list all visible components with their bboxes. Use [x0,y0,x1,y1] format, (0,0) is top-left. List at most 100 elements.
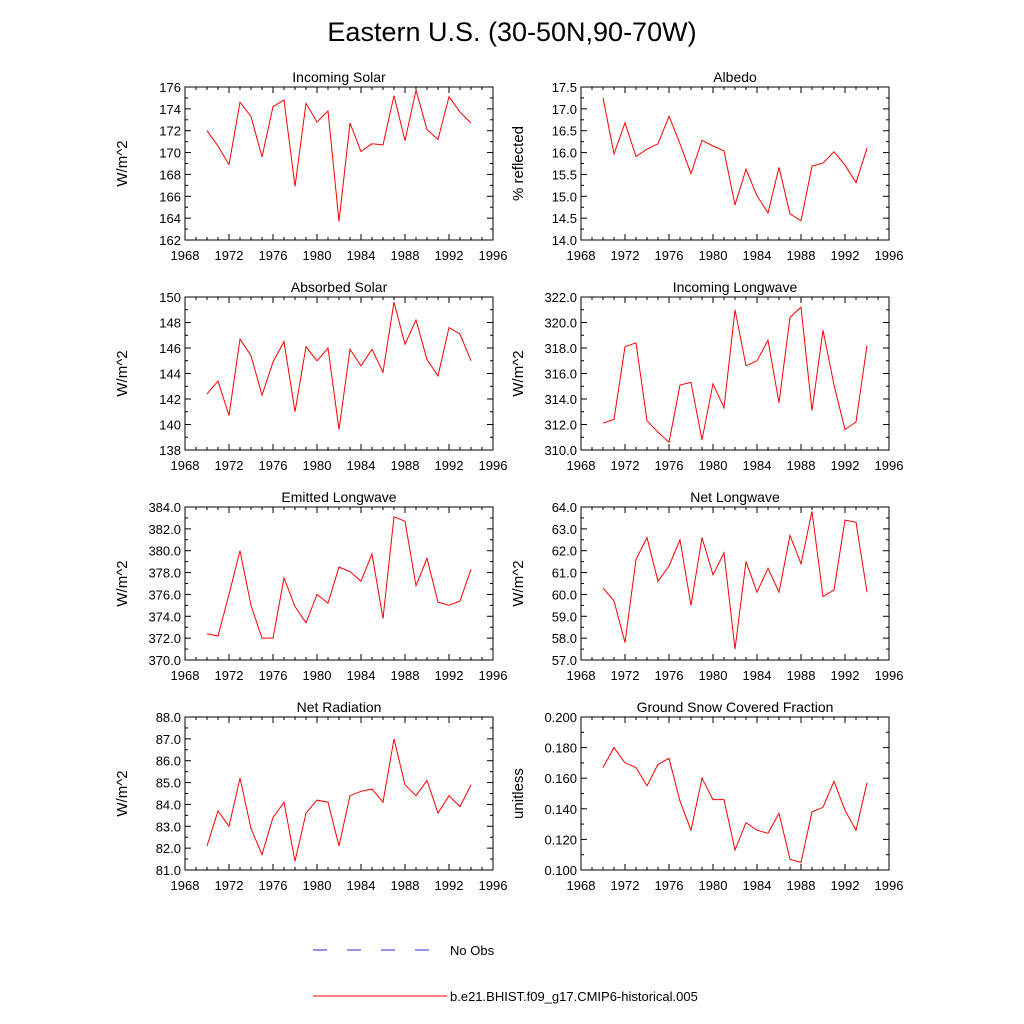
x-tick-label: 1976 [655,458,684,473]
panel-net-longwave: 1968 1972 1976 1980 1984 1988 1992 1996 57.0 58.0… [510,489,903,683]
x-tick-label: 1976 [259,458,288,473]
y-tick-label: 17.0 [552,102,577,117]
x-tick-label: 1976 [259,668,288,683]
x-tick-label: 1968 [171,248,200,263]
y-axis-label: W/m^2 [114,350,131,396]
x-tick-label: 1972 [611,458,640,473]
panel-title: Net Longwave [690,489,780,505]
x-tick-label: 1980 [303,878,332,893]
y-tick-label: 162 [159,233,181,248]
y-tick-label: 81.0 [156,863,181,878]
panel-title: Net Radiation [297,699,382,715]
y-tick-label: 87.0 [156,732,181,747]
series-line [206,516,472,639]
x-tick-label: 1996 [479,248,508,263]
y-tick-label: 64.0 [552,500,577,515]
y-tick-label: 316.0 [544,367,577,382]
x-tick-label: 1972 [215,878,244,893]
y-tick-label: 312.0 [544,418,577,433]
y-tick-label: 86.0 [156,754,181,769]
y-tick-label: 0.120 [544,832,577,847]
panel-albedo: 1968 1972 1976 1980 1984 1988 1992 1996 14.0 14.5… [510,69,903,263]
x-tick-label: 1996 [479,668,508,683]
x-tick-label: 1992 [435,878,464,893]
y-tick-label: 0.140 [544,802,577,817]
x-tick-label: 1976 [259,878,288,893]
y-tick-label: 382.0 [148,522,181,537]
x-tick-label: 1980 [303,458,332,473]
x-tick-label: 1992 [831,248,860,263]
y-tick-label: 146 [159,341,181,356]
y-tick-label: 150 [159,290,181,305]
x-tick-label: 1996 [479,458,508,473]
y-axis-label: W/m^2 [114,560,131,606]
panel-net-radiation: 1968 1972 1976 1980 1984 1988 1992 1996 81.0 82.0… [114,699,507,893]
y-tick-label: 170 [159,146,181,161]
y-tick-label: 144 [159,367,181,382]
x-tick-label: 1984 [743,668,772,683]
x-tick-label: 1988 [391,878,420,893]
x-tick-label: 1992 [435,668,464,683]
series-line [206,738,472,862]
panel-title: Ground Snow Covered Fraction [637,699,834,715]
y-tick-label: 0.180 [544,741,577,756]
y-tick-label: 0.160 [544,771,577,786]
x-tick-label: 1972 [215,458,244,473]
x-tick-label: 1984 [743,458,772,473]
y-axis-label: W/m^2 [114,140,131,186]
x-tick-label: 1980 [699,248,728,263]
y-tick-label: 148 [159,316,181,331]
panel-ground-snow-covered-fraction: 1968 1972 1976 1980 1984 1988 1992 1996 0.100 0.1… [510,699,903,893]
series-line [602,511,868,650]
x-tick-label: 1992 [831,668,860,683]
panel-title: Albedo [713,69,757,85]
y-tick-label: 61.0 [552,566,577,581]
x-tick-label: 1984 [743,248,772,263]
y-tick-label: 63.0 [552,522,577,537]
y-tick-label: 0.100 [544,863,577,878]
x-tick-label: 1972 [215,668,244,683]
x-tick-label: 1972 [611,878,640,893]
y-tick-label: 376.0 [148,587,181,602]
x-tick-label: 1968 [567,458,596,473]
y-tick-label: 16.0 [552,146,577,161]
x-tick-label: 1988 [391,248,420,263]
y-tick-label: 83.0 [156,819,181,834]
y-axis-label: W/m^2 [510,560,527,606]
x-tick-label: 1968 [567,878,596,893]
y-tick-label: 14.0 [552,233,577,248]
x-tick-label: 1976 [655,248,684,263]
plot-frame [580,296,890,451]
panels: 1968 1972 1976 1980 1984 1988 1992 1996 162 164 16… [114,69,903,893]
x-tick-label: 1988 [787,668,816,683]
y-tick-label: 0.200 [544,710,577,725]
y-tick-label: 82.0 [156,841,181,856]
x-tick-label: 1968 [171,878,200,893]
y-tick-label: 174 [159,102,181,117]
legend: No Obs b.e21.BHIST.f09_g17.CMIP6-histori… [313,943,698,1004]
y-tick-label: 88.0 [156,710,181,725]
x-tick-label: 1992 [435,248,464,263]
panel-title: Emitted Longwave [281,489,396,505]
x-tick-label: 1968 [567,668,596,683]
panel-absorbed-solar: 1968 1972 1976 1980 1984 1988 1992 1996 138 140 14… [114,279,507,473]
y-tick-label: 322.0 [544,290,577,305]
x-tick-label: 1972 [611,668,640,683]
y-tick-label: 372.0 [148,631,181,646]
y-tick-label: 320.0 [544,316,577,331]
panel-incoming-longwave: 1968 1972 1976 1980 1984 1988 1992 1996 310.0 312… [510,279,903,473]
x-tick-label: 1984 [347,248,376,263]
x-tick-label: 1996 [875,458,904,473]
series-line [206,90,472,222]
x-tick-label: 1980 [699,878,728,893]
x-tick-label: 1976 [655,878,684,893]
figure-title: Eastern U.S. (30-50N,90-70W) [327,17,696,47]
panel-title: Absorbed Solar [291,279,388,295]
x-tick-label: 1976 [655,668,684,683]
y-tick-label: 84.0 [156,797,181,812]
x-tick-label: 1984 [347,668,376,683]
y-tick-label: 57.0 [552,653,577,668]
x-tick-label: 1984 [743,878,772,893]
y-tick-label: 380.0 [148,544,181,559]
x-tick-label: 1972 [611,248,640,263]
